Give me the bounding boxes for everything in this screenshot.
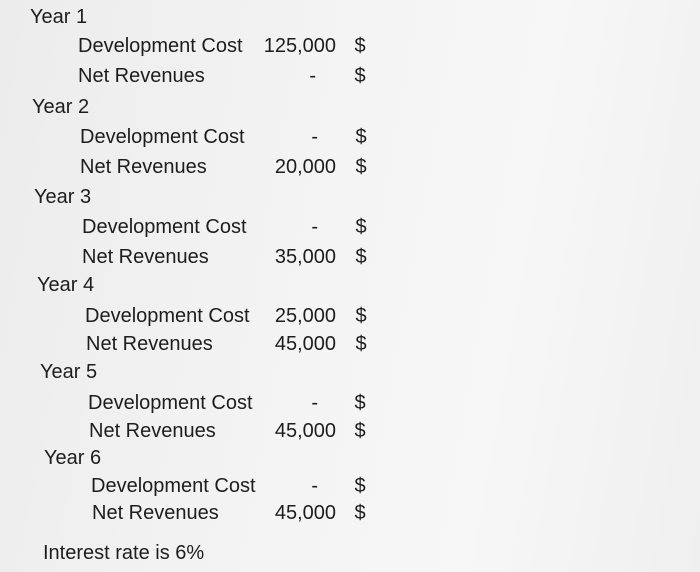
year-4-dev-value: 25,000 <box>274 305 336 327</box>
year-5-dev-label: Development Cost <box>88 392 253 414</box>
year-2-label: Year 2 <box>32 96 90 118</box>
year-1-rev-label: Net Revenues <box>78 65 205 87</box>
year-5-rev-value: 45,000 <box>274 420 336 442</box>
year-2-rev-label: Net Revenues <box>80 156 207 178</box>
year-3-rev-value: 35,000 <box>274 246 336 268</box>
year-6-rev-currency: $ <box>354 502 366 524</box>
year-3-dev-value: - <box>311 216 318 238</box>
year-1-rev-currency: $ <box>354 65 366 87</box>
year-5-rev-currency: $ <box>354 420 366 442</box>
year-4-rev-label: Net Revenues <box>86 333 213 355</box>
year-3-dev-label: Development Cost <box>82 216 247 238</box>
year-6-rev-label: Net Revenues <box>92 502 219 524</box>
year-5-dev-currency: $ <box>354 392 366 414</box>
year-1-dev-label: Development Cost <box>78 35 243 57</box>
year-6-label: Year 6 <box>44 447 102 469</box>
year-6-dev-label: Development Cost <box>91 475 256 497</box>
year-3-rev-currency: $ <box>355 246 367 268</box>
year-5-dev-value: - <box>311 392 318 414</box>
year-4-dev-label: Development Cost <box>85 305 250 327</box>
year-6-dev-value: - <box>311 475 318 497</box>
year-6-dev-currency: $ <box>354 475 366 497</box>
year-4-dev-currency: $ <box>355 305 367 327</box>
year-3-dev-currency: $ <box>355 216 367 238</box>
year-4-rev-currency: $ <box>355 333 367 355</box>
year-1-dev-currency: $ <box>354 35 366 57</box>
year-2-rev-currency: $ <box>355 156 367 178</box>
year-5-rev-label: Net Revenues <box>89 420 216 442</box>
year-2-rev-value: 20,000 <box>274 156 336 178</box>
year-2-dev-value: - <box>311 126 318 148</box>
year-2-dev-currency: $ <box>355 126 367 148</box>
interest-rate-note: Interest rate is 6% <box>43 542 205 564</box>
year-3-rev-label: Net Revenues <box>82 246 209 268</box>
year-4-label: Year 4 <box>37 274 95 296</box>
year-3-label: Year 3 <box>34 186 92 208</box>
year-4-rev-value: 45,000 <box>274 333 336 355</box>
year-1-rev-value: - <box>309 65 316 87</box>
year-2-dev-label: Development Cost <box>80 126 245 148</box>
year-1-dev-value: 125,000 <box>263 35 336 57</box>
year-5-label: Year 5 <box>40 361 98 383</box>
year-1-label: Year 1 <box>30 6 88 28</box>
year-6-rev-value: 45,000 <box>274 502 336 524</box>
